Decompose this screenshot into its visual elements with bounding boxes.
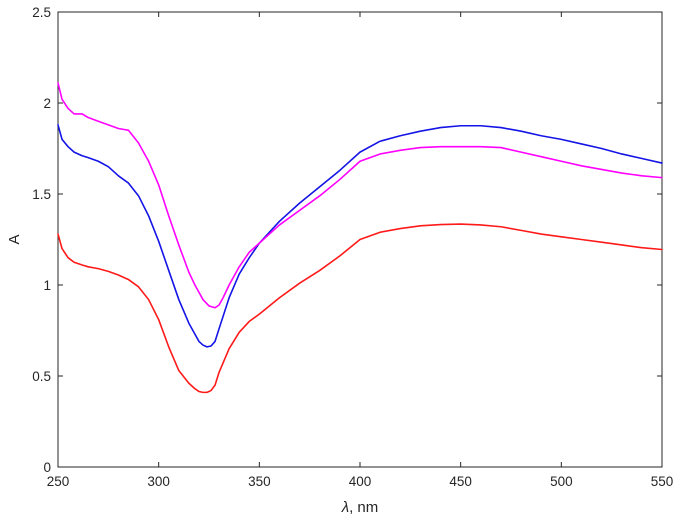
y-axis-label: A: [6, 234, 23, 244]
red-curve: [57, 223, 663, 394]
y-tick-label: 2: [43, 96, 51, 111]
x-tick-label: 250: [47, 474, 70, 489]
x-tick-label: 450: [449, 474, 472, 489]
y-tick-label: 2.5: [32, 5, 51, 20]
y-tick-label: 0: [43, 460, 51, 475]
y-tick-label: 0.5: [32, 369, 51, 384]
series-layer: [57, 82, 663, 394]
x-tick-label: 400: [349, 474, 372, 489]
x-tick-label: 350: [248, 474, 271, 489]
plot-area: [57, 11, 663, 468]
x-tick-label: 500: [550, 474, 573, 489]
y-tick-label: 1: [43, 278, 51, 293]
y-axis-ticks: 0 0.5 1 1.5 2 2.5: [32, 5, 662, 475]
x-axis-label-unit: , nm: [349, 499, 378, 516]
x-axis-label-symbol: λ: [341, 499, 349, 516]
x-tick-label: 550: [651, 474, 674, 489]
y-tick-label: 1.5: [32, 187, 51, 202]
x-axis-ticks: 250 300 350 400 450 500 550: [47, 12, 674, 489]
magenta-curve: [57, 82, 663, 309]
blue-curve: [57, 124, 663, 348]
x-axis-label: λ, nm: [341, 499, 379, 516]
x-tick-label: 300: [147, 474, 170, 489]
